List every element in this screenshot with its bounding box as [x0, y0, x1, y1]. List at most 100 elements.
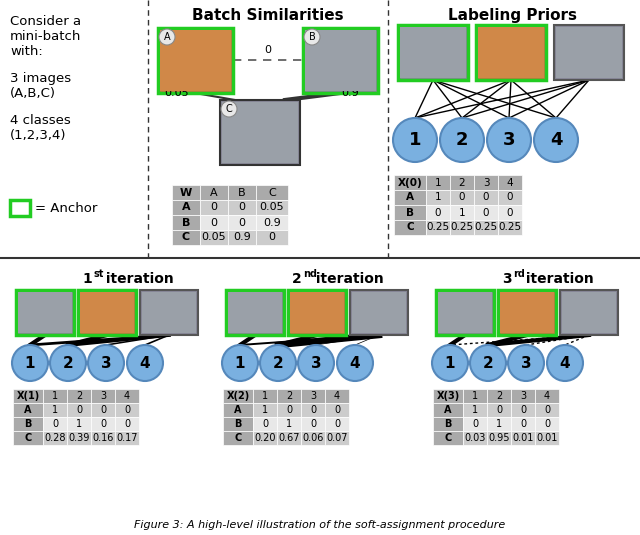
Bar [200, 185, 228, 200]
Text: 4: 4 [349, 355, 360, 371]
Text: 1: 1 [235, 355, 245, 371]
Text: 1: 1 [472, 391, 478, 401]
Bar [142, 292, 196, 333]
Text: 0.20: 0.20 [254, 433, 276, 443]
Text: 1: 1 [472, 405, 478, 415]
Text: (1,2,3,4): (1,2,3,4) [10, 129, 67, 142]
Bar [256, 200, 288, 215]
Bar [398, 25, 468, 80]
Bar [535, 403, 559, 417]
Text: 0: 0 [310, 419, 316, 429]
Bar [325, 417, 349, 431]
Circle shape [508, 345, 544, 381]
Text: 4: 4 [507, 178, 513, 187]
Bar [222, 102, 298, 163]
Bar [172, 200, 200, 215]
Circle shape [127, 345, 163, 381]
Bar [426, 190, 450, 205]
Text: (A,B,C): (A,B,C) [10, 87, 56, 100]
Text: 0.05: 0.05 [260, 203, 284, 212]
Text: Batch Similarities: Batch Similarities [192, 8, 344, 23]
Bar [463, 403, 487, 417]
Text: 1: 1 [25, 355, 35, 371]
Bar [450, 175, 474, 190]
Bar [256, 185, 288, 200]
Bar [223, 431, 253, 445]
Text: 0: 0 [286, 405, 292, 415]
Bar [535, 417, 559, 431]
Bar [426, 175, 450, 190]
Text: 3: 3 [100, 391, 106, 401]
Text: Figure 3: A high-level illustration of the soft-assignment procedure: Figure 3: A high-level illustration of t… [134, 520, 506, 530]
Text: X(3): X(3) [436, 391, 460, 401]
Text: 0.9: 0.9 [341, 88, 359, 98]
Bar [498, 220, 522, 235]
Text: 0: 0 [472, 419, 478, 429]
Bar [511, 417, 535, 431]
Bar [288, 290, 346, 335]
Bar [474, 205, 498, 220]
Bar [91, 403, 115, 417]
Bar [10, 200, 30, 216]
Bar [394, 220, 426, 235]
Text: 0: 0 [211, 218, 218, 227]
Text: 2: 2 [459, 178, 465, 187]
Bar [277, 389, 301, 403]
Bar [80, 292, 134, 333]
Bar [535, 389, 559, 403]
Text: 0.9: 0.9 [263, 218, 281, 227]
Text: = Anchor: = Anchor [35, 202, 97, 215]
Text: 0: 0 [100, 419, 106, 429]
Text: 0: 0 [269, 233, 275, 242]
Bar [450, 205, 474, 220]
Text: X(2): X(2) [227, 391, 250, 401]
Circle shape [221, 101, 237, 117]
Text: 3: 3 [483, 178, 490, 187]
Text: 0: 0 [496, 405, 502, 415]
Bar [433, 417, 463, 431]
Text: 0: 0 [334, 419, 340, 429]
Bar [450, 190, 474, 205]
Text: 1: 1 [52, 405, 58, 415]
Circle shape [159, 29, 175, 45]
Bar [487, 431, 511, 445]
Bar [115, 403, 139, 417]
Text: 0: 0 [544, 419, 550, 429]
Bar [43, 389, 67, 403]
Bar [487, 417, 511, 431]
Bar [400, 27, 466, 78]
Text: 2: 2 [273, 355, 284, 371]
Bar [433, 431, 463, 445]
Bar [200, 215, 228, 230]
Bar [290, 292, 344, 333]
Text: 0: 0 [483, 208, 489, 218]
Text: 0.25: 0.25 [474, 223, 497, 233]
Bar [474, 175, 498, 190]
Bar [228, 215, 256, 230]
Bar [478, 27, 544, 78]
Bar [200, 230, 228, 245]
Bar [301, 403, 325, 417]
Text: B: B [182, 218, 190, 227]
Circle shape [470, 345, 506, 381]
Bar [256, 230, 288, 245]
Text: 1: 1 [435, 178, 442, 187]
Bar [228, 230, 256, 245]
Circle shape [12, 345, 48, 381]
Text: 0: 0 [52, 419, 58, 429]
Bar [67, 417, 91, 431]
Text: 0: 0 [483, 193, 489, 203]
Text: nd: nd [303, 269, 317, 279]
Text: 1: 1 [409, 131, 421, 149]
Bar [394, 190, 426, 205]
Bar [352, 292, 406, 333]
Circle shape [88, 345, 124, 381]
Bar [13, 389, 43, 403]
Text: 2: 2 [483, 355, 493, 371]
Text: B: B [234, 419, 242, 429]
Bar [67, 403, 91, 417]
Text: A: A [164, 32, 170, 42]
Circle shape [547, 345, 583, 381]
Bar [115, 389, 139, 403]
Text: 0: 0 [211, 203, 218, 212]
